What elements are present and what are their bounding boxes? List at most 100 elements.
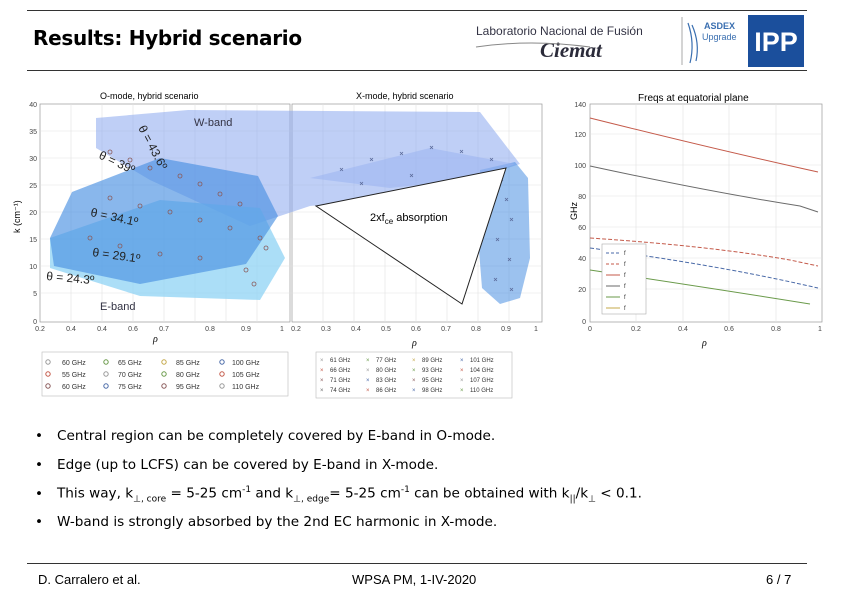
absorption-label: 2xfce absorption [370, 212, 448, 226]
tick-label: 0.4 [66, 326, 76, 333]
omode-legend-row: 60 GHz 65 GHz 85 GHz 100 GHz [45, 359, 260, 367]
xlabel-p2: ρ [411, 338, 417, 349]
svg-text:93 GHz: 93 GHz [422, 368, 442, 374]
legend-entry: f [624, 262, 626, 268]
svg-text:61 GHz: 61 GHz [330, 358, 350, 364]
svg-text:×: × [320, 358, 324, 364]
page-title: Results: Hybrid scenario [33, 26, 302, 50]
tick-label: 40 [29, 102, 37, 109]
legend-entry: f [624, 284, 626, 290]
xlabel-p3: ρ [701, 338, 707, 349]
tick-label: 0.2 [35, 326, 45, 333]
svg-text:80 GHz: 80 GHz [176, 372, 200, 379]
svg-text:80 GHz: 80 GHz [376, 368, 396, 374]
legend-entry: f [624, 273, 626, 279]
tick-label: 0 [582, 319, 586, 326]
panel3-title: Freqs at equatorial plane [638, 93, 749, 104]
tick-label: 1 [818, 326, 822, 333]
bullet-item: • This way, k⊥, core = 5-25 cm-1 and k⊥, … [35, 485, 642, 505]
svg-text:85 GHz: 85 GHz [176, 360, 200, 367]
svg-text:×: × [320, 388, 324, 394]
tick-label: 0.8 [205, 326, 215, 333]
svg-text:95 GHz: 95 GHz [176, 384, 200, 391]
svg-text:×: × [460, 388, 464, 394]
tick-label: 0.7 [159, 326, 169, 333]
tick-label: 140 [574, 102, 586, 109]
footer: D. Carralero et al. WPSA PM, 1-IV-2020 6… [0, 566, 842, 592]
tick-label: 0.8 [771, 326, 781, 333]
tick-label: 40 [578, 256, 586, 263]
asdex-line2: Upgrade [702, 32, 737, 42]
tick-label: 0.8 [471, 326, 481, 333]
svg-text:×: × [366, 378, 370, 384]
tick-label: 25 [29, 183, 37, 190]
omode-legend [41, 351, 289, 397]
tick-label: 0.3 [321, 326, 331, 333]
svg-text:×: × [366, 358, 370, 364]
top-rule [27, 10, 807, 11]
tick-label: 120 [574, 132, 586, 139]
freq-legend [601, 243, 647, 315]
footer-author: D. Carralero et al. [38, 572, 141, 587]
tick-label: 1 [280, 326, 284, 333]
footer-event: WPSA PM, 1-IV-2020 [352, 572, 477, 587]
angle-label: θ = 24.3º [46, 269, 96, 287]
tick-label: 15 [29, 237, 37, 244]
tick-label: 0.6 [411, 326, 421, 333]
svg-text:105 GHz: 105 GHz [232, 372, 260, 379]
svg-text:×: × [412, 388, 416, 394]
tick-label: 0.7 [441, 326, 451, 333]
tick-label: 20 [578, 287, 586, 294]
xmode-legend-row: × 71 GHz × 83 GHz × 95 GHz × 107 GHz [320, 378, 494, 384]
tick-label: 1 [534, 326, 538, 333]
svg-text:66 GHz: 66 GHz [330, 368, 350, 374]
omode-legend-row: 60 GHz 75 GHz 95 GHz 110 GHz [45, 383, 260, 391]
svg-text:77 GHz: 77 GHz [376, 358, 396, 364]
svg-text:101 GHz: 101 GHz [470, 358, 494, 364]
ipp-text: IPP [754, 27, 798, 57]
svg-text:95 GHz: 95 GHz [422, 378, 442, 384]
asdex-logo: ASDEX Upgrade [687, 21, 737, 64]
tick-label: 60 [578, 225, 586, 232]
freq-curve [589, 237, 819, 267]
svg-text:107 GHz: 107 GHz [470, 378, 494, 384]
svg-text:65 GHz: 65 GHz [118, 360, 142, 367]
svg-text:70 GHz: 70 GHz [118, 372, 142, 379]
lab-name-line2: Ciemat [540, 38, 603, 62]
tick-label: 30 [29, 156, 37, 163]
svg-text:×: × [366, 368, 370, 374]
tick-label: 0 [33, 319, 37, 326]
tick-label: 35 [29, 129, 37, 136]
svg-text:110 GHz: 110 GHz [470, 388, 493, 394]
bullet-item: • Central region can be completely covere… [35, 428, 496, 444]
svg-text:60 GHz: 60 GHz [62, 384, 86, 391]
svg-text:110 GHz: 110 GHz [232, 384, 260, 391]
footer-rule [27, 563, 807, 564]
ciemat-logo: Laboratorio Nacional de Fusión Ciemat [475, 24, 643, 62]
tick-label: 0.5 [381, 326, 391, 333]
freq-curve [589, 117, 819, 173]
panel1-title: O-mode, hybrid scenario [100, 91, 199, 101]
svg-text:×: × [460, 368, 464, 374]
svg-text:104 GHz: 104 GHz [470, 368, 494, 374]
svg-text:71 GHz: 71 GHz [330, 378, 350, 384]
svg-text:×: × [412, 368, 416, 374]
page-number: 6 / 7 [766, 572, 792, 587]
svg-text:×: × [460, 358, 464, 364]
legend-entry: f [624, 251, 626, 257]
svg-text:98 GHz: 98 GHz [422, 388, 442, 394]
bullet-item: • W-band is strongly absorbed by the 2nd … [35, 514, 498, 530]
ylabel-right: GHz [569, 202, 579, 221]
svg-text:83 GHz: 83 GHz [376, 378, 396, 384]
lab-name-line1: Laboratorio Nacional de Fusión [476, 24, 643, 38]
ray-tracing-figure: 2xfce absorption W-band E-band θ = 43.6º… [12, 91, 823, 399]
wband-label: W-band [194, 117, 232, 129]
xmode-legend-row: × 74 GHz × 86 GHz × 98 GHz × 110 GHz [320, 388, 493, 394]
eband-region [50, 158, 278, 284]
svg-text:86 GHz: 86 GHz [376, 388, 396, 394]
svg-text:×: × [320, 368, 324, 374]
omode-legend-row: 55 GHz 70 GHz 80 GHz 105 GHz [45, 371, 260, 379]
tick-label: 0.9 [501, 326, 511, 333]
tick-label: 20 [29, 210, 37, 217]
legend-entry: f [624, 306, 626, 312]
